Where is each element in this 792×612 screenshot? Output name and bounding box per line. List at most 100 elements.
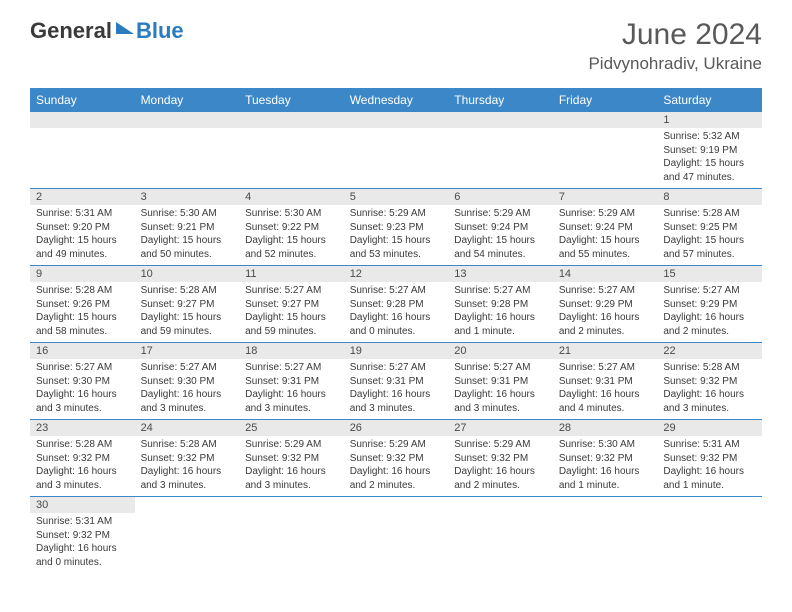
daylight: Daylight: 16 hours and 2 minutes. <box>559 311 652 338</box>
day-number: 7 <box>553 189 658 206</box>
day-content: Sunrise: 5:31 AMSunset: 9:32 PMDaylight:… <box>30 513 135 573</box>
location: Pidvynohradiv, Ukraine <box>588 54 762 74</box>
content-row: Sunrise: 5:27 AMSunset: 9:30 PMDaylight:… <box>30 359 762 420</box>
day-content: Sunrise: 5:28 AMSunset: 9:27 PMDaylight:… <box>135 282 240 343</box>
day-content <box>239 128 344 189</box>
day-content: Sunrise: 5:30 AMSunset: 9:21 PMDaylight:… <box>135 205 240 266</box>
weekday-header-row: SundayMondayTuesdayWednesdayThursdayFrid… <box>30 88 762 112</box>
sunrise: Sunrise: 5:27 AM <box>141 361 234 375</box>
day-number: 16 <box>30 343 135 360</box>
sunset: Sunset: 9:27 PM <box>245 298 338 312</box>
logo-text-blue: Blue <box>136 18 184 44</box>
day-content: Sunrise: 5:29 AMSunset: 9:32 PMDaylight:… <box>448 436 553 497</box>
day-content: Sunrise: 5:28 AMSunset: 9:32 PMDaylight:… <box>135 436 240 497</box>
daylight: Daylight: 16 hours and 1 minute. <box>559 465 652 492</box>
day-content: Sunrise: 5:29 AMSunset: 9:24 PMDaylight:… <box>448 205 553 266</box>
day-number: 12 <box>344 266 449 283</box>
day-number: 22 <box>657 343 762 360</box>
header: General Blue June 2024 Pidvynohradiv, Uk… <box>0 0 792 82</box>
day-number: 13 <box>448 266 553 283</box>
day-number: 10 <box>135 266 240 283</box>
sunrise: Sunrise: 5:29 AM <box>350 438 443 452</box>
day-number: 30 <box>30 497 135 514</box>
day-number: 21 <box>553 343 658 360</box>
sunrise: Sunrise: 5:28 AM <box>36 284 129 298</box>
day-number: 9 <box>30 266 135 283</box>
sunset: Sunset: 9:32 PM <box>36 452 129 466</box>
sunset: Sunset: 9:30 PM <box>141 375 234 389</box>
day-content: Sunrise: 5:27 AMSunset: 9:30 PMDaylight:… <box>135 359 240 420</box>
daylight: Daylight: 16 hours and 3 minutes. <box>141 465 234 492</box>
daynum-row: 1 <box>30 112 762 128</box>
sunrise: Sunrise: 5:29 AM <box>454 438 547 452</box>
calendar-table: SundayMondayTuesdayWednesdayThursdayFrid… <box>30 88 762 573</box>
day-content <box>448 513 553 573</box>
day-number <box>30 112 135 128</box>
day-content: Sunrise: 5:31 AMSunset: 9:32 PMDaylight:… <box>657 436 762 497</box>
sunrise: Sunrise: 5:27 AM <box>454 361 547 375</box>
daynum-row: 16171819202122 <box>30 343 762 360</box>
day-number: 14 <box>553 266 658 283</box>
day-number: 19 <box>344 343 449 360</box>
weekday-header: Wednesday <box>344 88 449 112</box>
sunset: Sunset: 9:32 PM <box>245 452 338 466</box>
sunrise: Sunrise: 5:30 AM <box>559 438 652 452</box>
day-content: Sunrise: 5:27 AMSunset: 9:31 PMDaylight:… <box>553 359 658 420</box>
sunset: Sunset: 9:32 PM <box>559 452 652 466</box>
sunset: Sunset: 9:28 PM <box>350 298 443 312</box>
day-number: 3 <box>135 189 240 206</box>
day-number: 25 <box>239 420 344 437</box>
sunset: Sunset: 9:31 PM <box>559 375 652 389</box>
sunset: Sunset: 9:32 PM <box>36 529 129 543</box>
day-number: 5 <box>344 189 449 206</box>
sunrise: Sunrise: 5:28 AM <box>663 207 756 221</box>
daylight: Daylight: 16 hours and 3 minutes. <box>350 388 443 415</box>
sunset: Sunset: 9:19 PM <box>663 144 756 158</box>
sunset: Sunset: 9:27 PM <box>141 298 234 312</box>
sunrise: Sunrise: 5:32 AM <box>663 130 756 144</box>
day-number <box>135 497 240 514</box>
daylight: Daylight: 16 hours and 3 minutes. <box>245 388 338 415</box>
day-content <box>135 513 240 573</box>
content-row: Sunrise: 5:32 AMSunset: 9:19 PMDaylight:… <box>30 128 762 189</box>
daynum-row: 30 <box>30 497 762 514</box>
daylight: Daylight: 16 hours and 1 minute. <box>663 465 756 492</box>
daylight: Daylight: 16 hours and 2 minutes. <box>663 311 756 338</box>
day-content: Sunrise: 5:27 AMSunset: 9:29 PMDaylight:… <box>657 282 762 343</box>
day-content: Sunrise: 5:27 AMSunset: 9:29 PMDaylight:… <box>553 282 658 343</box>
sunset: Sunset: 9:28 PM <box>454 298 547 312</box>
day-content <box>553 513 658 573</box>
sunrise: Sunrise: 5:28 AM <box>141 284 234 298</box>
day-content: Sunrise: 5:27 AMSunset: 9:31 PMDaylight:… <box>239 359 344 420</box>
day-content <box>135 128 240 189</box>
daylight: Daylight: 15 hours and 47 minutes. <box>663 157 756 184</box>
sunrise: Sunrise: 5:27 AM <box>350 284 443 298</box>
sunrise: Sunrise: 5:28 AM <box>141 438 234 452</box>
daylight: Daylight: 15 hours and 59 minutes. <box>245 311 338 338</box>
daylight: Daylight: 16 hours and 2 minutes. <box>350 465 443 492</box>
sunset: Sunset: 9:32 PM <box>350 452 443 466</box>
sunset: Sunset: 9:31 PM <box>350 375 443 389</box>
daylight: Daylight: 15 hours and 54 minutes. <box>454 234 547 261</box>
daylight: Daylight: 16 hours and 3 minutes. <box>36 465 129 492</box>
content-row: Sunrise: 5:31 AMSunset: 9:20 PMDaylight:… <box>30 205 762 266</box>
day-content <box>448 128 553 189</box>
day-content: Sunrise: 5:29 AMSunset: 9:32 PMDaylight:… <box>239 436 344 497</box>
sunrise: Sunrise: 5:27 AM <box>36 361 129 375</box>
day-content: Sunrise: 5:32 AMSunset: 9:19 PMDaylight:… <box>657 128 762 189</box>
title-block: June 2024 Pidvynohradiv, Ukraine <box>588 18 762 74</box>
day-number <box>135 112 240 128</box>
day-number <box>448 112 553 128</box>
sunset: Sunset: 9:24 PM <box>454 221 547 235</box>
sunset: Sunset: 9:32 PM <box>141 452 234 466</box>
day-number: 26 <box>344 420 449 437</box>
day-number: 29 <box>657 420 762 437</box>
weekday-header: Saturday <box>657 88 762 112</box>
sunrise: Sunrise: 5:27 AM <box>245 284 338 298</box>
daylight: Daylight: 15 hours and 58 minutes. <box>36 311 129 338</box>
day-content <box>657 513 762 573</box>
sunrise: Sunrise: 5:27 AM <box>454 284 547 298</box>
day-content: Sunrise: 5:28 AMSunset: 9:32 PMDaylight:… <box>657 359 762 420</box>
day-content: Sunrise: 5:30 AMSunset: 9:22 PMDaylight:… <box>239 205 344 266</box>
daylight: Daylight: 15 hours and 50 minutes. <box>141 234 234 261</box>
